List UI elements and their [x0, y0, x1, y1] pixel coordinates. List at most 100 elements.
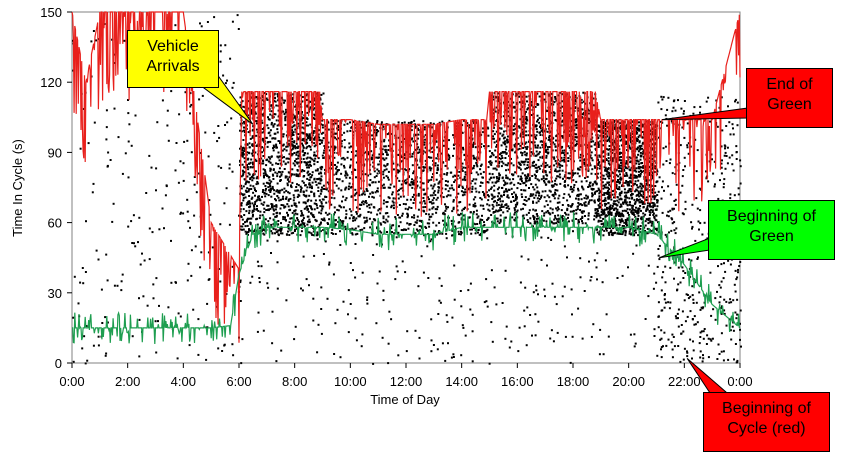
arrival-point [438, 147, 441, 150]
arrival-point [637, 199, 640, 202]
arrival-point [418, 229, 421, 232]
arrival-point [385, 157, 388, 160]
arrival-point [228, 167, 231, 170]
arrival-point [575, 140, 578, 143]
arrival-point [454, 179, 457, 182]
arrival-point [244, 196, 247, 199]
arrival-point [648, 214, 651, 216]
arrival-point [274, 228, 277, 231]
arrival-point [270, 155, 273, 158]
arrival-point [189, 112, 191, 115]
arrival-point [545, 220, 548, 223]
arrival-point [458, 170, 461, 173]
arrival-point [501, 160, 504, 163]
arrival-point [366, 205, 369, 208]
arrival-point [273, 123, 276, 126]
arrival-point [269, 129, 272, 132]
arrival-point [388, 139, 391, 142]
arrival-point [604, 121, 606, 124]
arrival-point [334, 167, 337, 170]
arrival-point [469, 211, 472, 214]
arrival-point [426, 222, 429, 225]
arrival-point [611, 149, 614, 152]
arrival-point [541, 126, 544, 129]
arrival-point [461, 178, 464, 181]
arrival-point [280, 204, 283, 206]
arrival-point [376, 172, 379, 175]
arrival-point [551, 180, 554, 183]
arrival-point [417, 208, 420, 211]
arrival-point [205, 358, 208, 361]
arrival-point [416, 151, 419, 154]
arrival-point [207, 155, 210, 158]
arrival-point [604, 166, 607, 169]
arrival-point [638, 163, 641, 166]
arrival-point [295, 205, 298, 207]
arrival-point [557, 163, 560, 166]
arrival-point [404, 181, 407, 184]
arrival-point [306, 111, 309, 114]
arrival-point [345, 228, 347, 231]
arrival-point [500, 204, 503, 207]
arrival-point [228, 223, 231, 226]
arrival-point [434, 162, 437, 165]
arrival-point [353, 194, 356, 197]
arrival-point [545, 109, 548, 112]
arrival-point [392, 207, 395, 210]
arrival-point [308, 145, 311, 147]
arrival-point [567, 184, 570, 187]
arrival-point [391, 191, 394, 194]
arrival-point [365, 220, 368, 223]
arrival-point [635, 220, 638, 223]
arrival-point [277, 223, 280, 226]
arrival-point [290, 217, 293, 220]
arrival-point [311, 158, 314, 161]
arrival-point [591, 159, 594, 162]
arrival-point [252, 151, 255, 154]
arrival-point [513, 183, 516, 186]
arrival-point [500, 152, 503, 155]
arrival-point [365, 202, 368, 205]
arrival-point [270, 206, 273, 208]
arrival-point [433, 190, 436, 193]
arrival-point [418, 166, 421, 169]
arrival-point [450, 184, 453, 187]
arrival-point [499, 157, 502, 160]
arrival-point [305, 164, 308, 167]
arrival-point [372, 196, 375, 199]
arrival-point [615, 169, 618, 172]
arrival-point [428, 215, 431, 218]
arrival-point [243, 160, 246, 163]
arrival-point [295, 174, 298, 177]
arrival-point [279, 232, 282, 235]
arrival-point [248, 152, 251, 155]
arrival-point [155, 167, 158, 170]
arrival-point [554, 182, 557, 185]
arrival-point [472, 178, 475, 181]
arrival-point [548, 146, 551, 148]
arrival-point [645, 179, 648, 182]
arrival-point [585, 180, 588, 183]
arrival-point [644, 224, 647, 227]
arrival-point [637, 190, 640, 193]
arrival-point [292, 162, 295, 165]
arrival-point [480, 163, 483, 166]
arrival-point [272, 213, 275, 216]
arrival-point [587, 201, 590, 204]
arrival-point [630, 140, 632, 143]
arrival-point [545, 200, 548, 203]
arrival-point [285, 134, 288, 137]
arrival-point [540, 127, 542, 130]
arrival-point [637, 167, 640, 170]
arrival-point [409, 223, 412, 225]
arrival-point [276, 175, 279, 178]
arrival-point [319, 166, 322, 169]
arrival-point [529, 193, 532, 196]
arrival-point [464, 188, 467, 191]
arrival-point [269, 191, 272, 193]
arrival-point [531, 164, 534, 167]
arrival-point [157, 320, 159, 323]
arrival-point [568, 146, 571, 149]
arrival-point [505, 145, 508, 148]
arrival-point [302, 122, 304, 125]
